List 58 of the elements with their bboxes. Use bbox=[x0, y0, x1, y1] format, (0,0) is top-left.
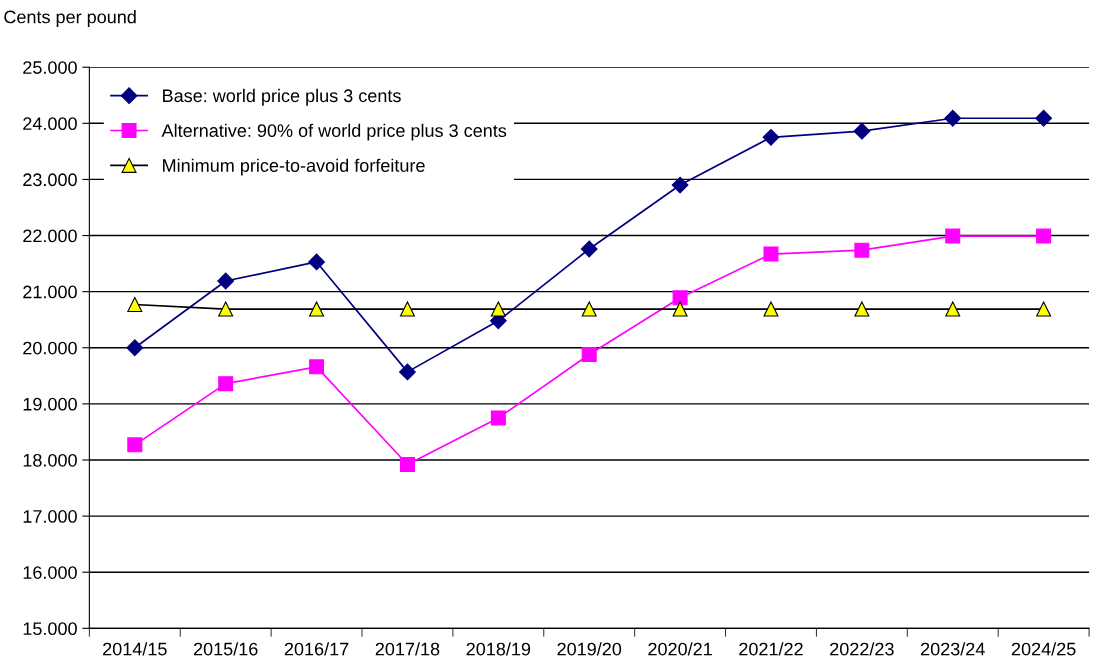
point bbox=[853, 122, 871, 140]
point bbox=[218, 301, 234, 317]
point bbox=[217, 272, 235, 290]
y-axis-title: Cents per pound bbox=[4, 10, 136, 27]
point bbox=[581, 301, 597, 317]
y-tick-label: 24.000 bbox=[23, 117, 77, 131]
y-tick-label: 20.000 bbox=[23, 341, 77, 355]
point bbox=[127, 297, 143, 313]
point bbox=[399, 456, 415, 472]
legend-label: Alternative: 90% of world price plus 3 cents bbox=[161, 123, 507, 141]
legend-label: Base: world price plus 3 cents bbox=[163, 88, 401, 106]
y-tick-label: 18.000 bbox=[23, 453, 77, 467]
y-tick-label: 22.000 bbox=[23, 229, 77, 243]
legend-label: Minimum price-to-avoid forfeiture bbox=[163, 158, 425, 176]
x-tick-label: 2020/21 bbox=[648, 642, 712, 656]
point bbox=[127, 437, 143, 453]
point bbox=[762, 128, 780, 146]
point bbox=[399, 301, 415, 317]
y-tick-label: 19.000 bbox=[23, 397, 77, 411]
y-tick-label: 25.000 bbox=[23, 61, 77, 74]
point bbox=[1036, 228, 1052, 244]
point bbox=[309, 359, 325, 375]
x-tick-label: 2018/19 bbox=[466, 642, 531, 656]
y-tick-label: 16.000 bbox=[23, 566, 77, 579]
point bbox=[763, 246, 779, 262]
x-tick-label: 2021/22 bbox=[739, 642, 803, 656]
point bbox=[854, 242, 870, 258]
point bbox=[126, 339, 144, 357]
point bbox=[671, 176, 689, 194]
x-tick-label: 2024/25 bbox=[1011, 642, 1076, 656]
point bbox=[1036, 301, 1052, 317]
point bbox=[944, 109, 962, 127]
point bbox=[309, 301, 325, 317]
y-tick-label: 17.000 bbox=[23, 510, 77, 523]
point bbox=[308, 253, 325, 271]
point bbox=[1035, 109, 1053, 127]
x-tick-label: 2014/15 bbox=[103, 642, 167, 656]
x-tick-label: 2016/17 bbox=[284, 642, 349, 656]
point bbox=[581, 346, 597, 362]
point bbox=[399, 363, 416, 381]
x-tick-label: 2023/24 bbox=[921, 642, 985, 656]
y-tick-label: 23.000 bbox=[23, 173, 77, 187]
point bbox=[672, 301, 688, 317]
y-tick-label: 15.000 bbox=[23, 622, 77, 636]
point bbox=[490, 410, 506, 426]
y-tick-label: 21.000 bbox=[23, 285, 77, 299]
point bbox=[218, 376, 234, 392]
point bbox=[672, 290, 688, 306]
point bbox=[763, 301, 779, 317]
point bbox=[580, 240, 598, 258]
x-tick-label: 2022/23 bbox=[830, 642, 894, 656]
x-tick-label: 2017/18 bbox=[375, 642, 440, 656]
point bbox=[490, 301, 506, 317]
point bbox=[945, 301, 961, 317]
point bbox=[945, 228, 961, 244]
x-tick-label: 2019/20 bbox=[557, 642, 622, 656]
point bbox=[854, 301, 870, 317]
x-tick-label: 2015/16 bbox=[193, 642, 258, 656]
